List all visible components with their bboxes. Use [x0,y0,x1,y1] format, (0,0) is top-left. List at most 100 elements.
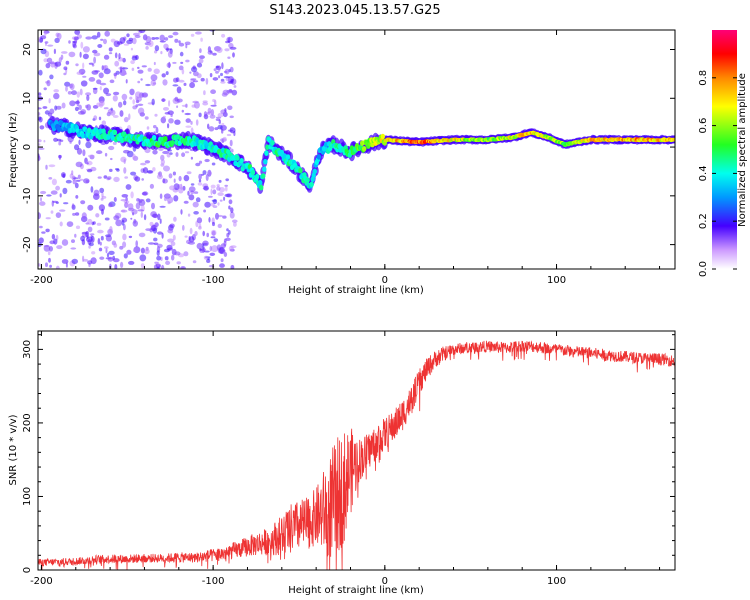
speckle [163,43,169,50]
speckle [198,173,202,180]
speckle [93,189,100,197]
speckle [177,98,183,103]
speckle [195,119,199,126]
ridge-core [262,166,267,172]
speckle [196,242,203,250]
figure-title: S143.2023.045.13.57.G25 [269,3,440,18]
speckle [152,82,157,85]
speckle [39,225,43,229]
speckle [208,195,213,198]
speckle [51,233,56,240]
y-tick-label: 20 [22,43,33,56]
speckle [214,127,219,131]
speckle [58,141,62,146]
speckle [79,178,84,181]
speckle [195,197,201,203]
speckle [207,50,213,55]
snr-ticks: -200 -100 0 100 0 100 200 300 [22,331,675,587]
snr-line [38,340,675,570]
speckle [136,198,140,202]
speckle [220,78,225,82]
speckle [218,119,221,124]
speckle [157,213,161,221]
speckle [217,202,220,206]
speckle [96,102,101,108]
speckle [212,221,215,227]
speckle [44,30,47,36]
speckle [199,48,202,53]
speckle [156,261,160,267]
speckle [119,110,124,117]
speckle [38,212,41,220]
speckle [203,90,206,96]
speckle [125,184,132,190]
speckle [209,245,213,252]
speckle [53,89,59,93]
ridge-core [270,140,275,146]
speckle [103,246,109,249]
speckle [128,235,133,239]
speckle [154,37,160,40]
speckle [134,176,141,182]
speckle [90,186,94,193]
speckle [38,112,41,116]
speckle [65,86,68,92]
speckle [141,65,147,68]
speckle [161,98,166,102]
speckle [93,56,96,64]
speckle [105,235,112,242]
speckle [80,235,85,242]
speckle [72,179,77,185]
speckle [130,47,133,51]
y-tick-label: 300 [22,340,33,359]
speckle [145,83,151,87]
ridge-core [250,169,256,176]
speckle [50,210,54,214]
y-tick-label: 100 [22,487,33,506]
speckle [162,79,168,86]
speckle [123,253,128,259]
speckle [189,82,196,89]
speckle [186,171,192,175]
speckle [113,197,117,202]
speckle [67,91,72,95]
speckle [204,158,210,163]
speckle [114,60,120,67]
speckle [130,171,137,176]
speckle [66,221,74,228]
speckle [112,95,118,102]
y-tick-label: 10 [22,92,33,105]
speckle [208,217,211,223]
ridge-core [235,155,240,161]
speckle [141,191,148,196]
speckle [112,115,119,118]
speckle [181,152,186,157]
speckle [217,223,222,229]
speckle [225,178,229,182]
speckle [199,248,202,251]
speckle [193,211,199,215]
speckle [40,197,42,202]
speckle [90,233,95,236]
speckle [83,178,90,184]
speckle [170,241,176,246]
speckle [220,72,223,77]
speckle [149,183,154,189]
speckle [38,147,45,150]
speckle [192,100,199,104]
speckle [50,190,58,195]
speckle [155,126,159,134]
speckle [216,186,221,191]
speckle [50,61,55,68]
speckle [224,48,230,52]
speckle [209,73,213,78]
speckle [130,217,133,220]
speckle [162,178,168,184]
speckle [113,40,121,48]
speckle [128,260,135,265]
speckle [109,168,113,172]
speckle [172,31,179,36]
ridge-core [316,154,322,160]
speckle [81,212,87,219]
